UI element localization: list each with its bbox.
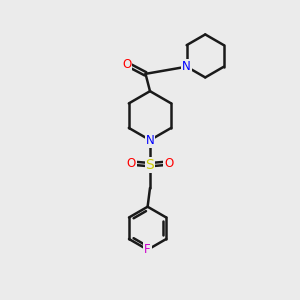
Text: O: O: [122, 58, 131, 70]
Text: N: N: [182, 60, 191, 73]
Text: N: N: [146, 134, 154, 147]
Text: S: S: [146, 158, 154, 172]
Text: O: O: [164, 157, 173, 169]
Text: F: F: [144, 243, 151, 256]
Text: O: O: [127, 157, 136, 169]
